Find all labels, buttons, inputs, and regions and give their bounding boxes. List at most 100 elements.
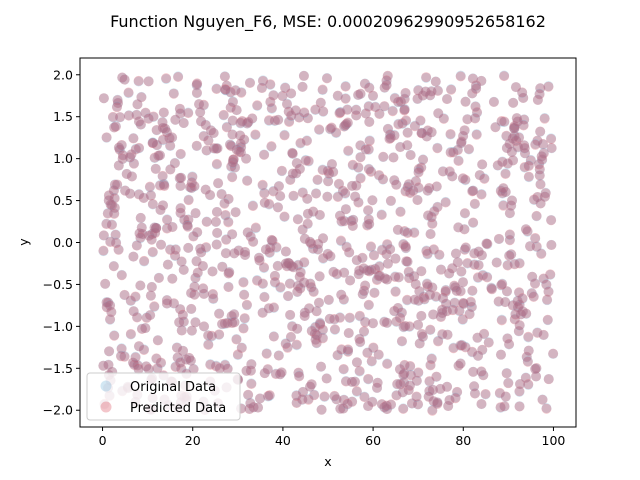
point-original bbox=[342, 118, 353, 129]
point-predicted bbox=[403, 385, 414, 396]
point-predicted bbox=[542, 314, 553, 325]
point-predicted bbox=[393, 272, 404, 283]
point-original bbox=[311, 338, 322, 349]
point-original bbox=[462, 258, 473, 269]
point-original bbox=[266, 235, 277, 246]
point-predicted bbox=[402, 127, 413, 138]
point-predicted bbox=[543, 286, 554, 297]
point-original bbox=[479, 173, 490, 184]
point-original bbox=[183, 214, 194, 225]
point-predicted bbox=[315, 319, 326, 330]
point-original bbox=[432, 398, 443, 409]
point-predicted bbox=[458, 297, 469, 308]
point-original bbox=[244, 403, 255, 414]
point-predicted bbox=[242, 227, 253, 238]
point-predicted bbox=[359, 326, 370, 337]
point-original bbox=[283, 106, 294, 117]
point-original bbox=[373, 349, 384, 360]
point-original bbox=[126, 149, 137, 160]
point-predicted bbox=[246, 359, 257, 370]
x-tick-label: 60 bbox=[365, 433, 381, 448]
point-predicted bbox=[211, 84, 222, 95]
point-predicted bbox=[155, 204, 166, 215]
point-original bbox=[319, 391, 330, 402]
point-original bbox=[444, 394, 455, 405]
point-predicted bbox=[416, 128, 427, 139]
point-original bbox=[532, 192, 543, 203]
point-predicted bbox=[113, 160, 124, 171]
point-predicted bbox=[255, 393, 265, 404]
point-predicted bbox=[109, 193, 120, 204]
point-predicted bbox=[424, 376, 435, 387]
point-predicted bbox=[474, 170, 485, 181]
point-original bbox=[364, 266, 375, 276]
point-original bbox=[366, 356, 377, 367]
point-original bbox=[351, 110, 362, 121]
point-predicted bbox=[441, 298, 452, 309]
point-predicted bbox=[292, 214, 303, 225]
point-original bbox=[459, 125, 470, 136]
point-original bbox=[539, 113, 550, 124]
point-predicted bbox=[257, 179, 268, 190]
point-predicted bbox=[223, 268, 234, 279]
point-predicted bbox=[241, 365, 252, 376]
point-predicted bbox=[191, 256, 202, 267]
point-original bbox=[262, 364, 273, 375]
point-original bbox=[286, 88, 297, 99]
point-predicted bbox=[338, 394, 349, 405]
point-original bbox=[236, 342, 247, 353]
point-predicted bbox=[418, 292, 429, 303]
point-predicted bbox=[353, 269, 364, 280]
point-predicted bbox=[211, 143, 222, 154]
point-predicted bbox=[526, 288, 537, 299]
point-predicted bbox=[259, 368, 270, 379]
point-predicted bbox=[522, 356, 533, 367]
point-predicted bbox=[262, 364, 273, 375]
point-original bbox=[220, 85, 231, 96]
point-predicted bbox=[504, 250, 515, 261]
point-predicted bbox=[463, 144, 474, 155]
point-original bbox=[347, 220, 358, 231]
point-original bbox=[271, 242, 282, 253]
point-predicted bbox=[355, 173, 366, 184]
point-original bbox=[281, 260, 292, 271]
point-original bbox=[514, 132, 525, 143]
point-predicted bbox=[329, 390, 340, 401]
point-original bbox=[308, 206, 319, 217]
point-original bbox=[413, 166, 424, 177]
point-predicted bbox=[366, 166, 376, 177]
point-original bbox=[382, 71, 393, 82]
point-predicted bbox=[421, 131, 432, 142]
point-predicted bbox=[399, 94, 410, 105]
point-predicted bbox=[471, 83, 482, 94]
point-original bbox=[381, 75, 392, 86]
point-predicted bbox=[198, 99, 209, 110]
point-predicted bbox=[456, 138, 467, 149]
point-predicted bbox=[376, 209, 387, 220]
point-predicted bbox=[149, 301, 160, 312]
point-original bbox=[344, 313, 355, 324]
point-predicted bbox=[468, 185, 479, 196]
point-original bbox=[508, 155, 519, 166]
point-original bbox=[315, 318, 326, 329]
point-predicted bbox=[367, 396, 378, 407]
point-original bbox=[213, 178, 224, 189]
point-original bbox=[135, 212, 146, 223]
point-predicted bbox=[494, 387, 505, 398]
point-predicted bbox=[207, 266, 218, 277]
point-predicted bbox=[105, 236, 116, 247]
point-predicted bbox=[194, 99, 205, 110]
point-original bbox=[198, 100, 209, 111]
point-original bbox=[534, 88, 545, 99]
point-predicted bbox=[317, 324, 328, 335]
point-original bbox=[291, 157, 302, 168]
point-original bbox=[153, 272, 164, 283]
point-original bbox=[539, 191, 550, 202]
point-predicted bbox=[265, 242, 276, 253]
point-predicted bbox=[422, 125, 433, 136]
point-predicted bbox=[228, 154, 239, 165]
point-original bbox=[428, 396, 439, 407]
point-predicted bbox=[427, 405, 438, 416]
point-original bbox=[469, 259, 480, 270]
